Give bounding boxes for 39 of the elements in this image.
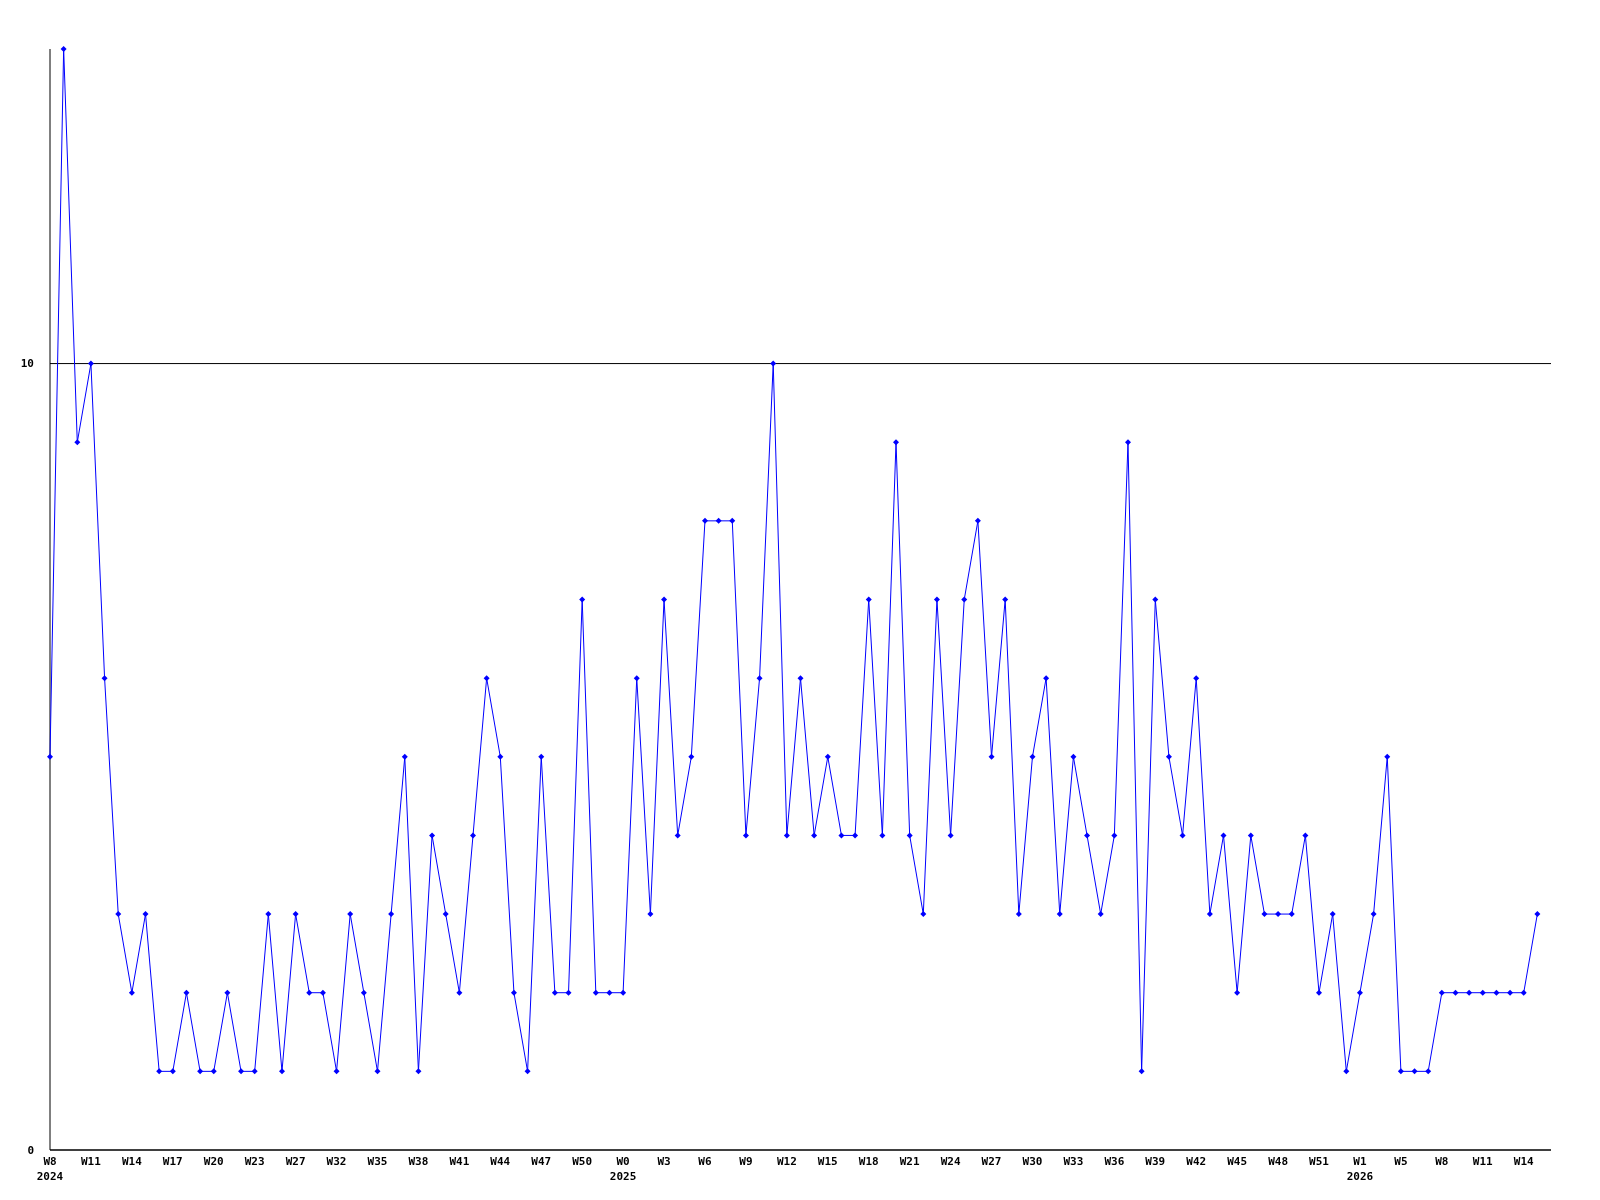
x-tick-label: W27 — [981, 1155, 1002, 1168]
x-tick-label: W32 — [326, 1155, 347, 1168]
x-tick-label: W8 2024 — [36, 1155, 64, 1183]
x-tick-label: W20 — [203, 1155, 224, 1168]
x-tick-label: W48 — [1268, 1155, 1289, 1168]
x-tick-label: W11 — [1472, 1155, 1494, 1168]
x-tick-label: W30 — [1022, 1155, 1043, 1168]
x-tick-label: W41 — [449, 1155, 470, 1168]
x-tick-label: W0 2025 — [609, 1155, 637, 1183]
x-tick-label: W38 — [408, 1155, 429, 1168]
x-tick-label: W36 — [1104, 1155, 1125, 1168]
x-tick-label: W44 — [490, 1155, 511, 1168]
x-tick-label: W33 — [1063, 1155, 1084, 1168]
x-tick-label: W14 — [1513, 1155, 1535, 1168]
x-tick-label: W11 — [81, 1155, 102, 1168]
x-tick-label: W50 — [572, 1155, 593, 1168]
x-tick-label: W3 — [657, 1155, 671, 1168]
x-tick-label: W27 — [285, 1155, 306, 1168]
x-tick-label: W24 — [940, 1155, 961, 1168]
x-tick-label: W12 — [776, 1155, 797, 1168]
x-tick-label: W23 — [244, 1155, 265, 1168]
x-tick-label: W8 — [1435, 1155, 1449, 1168]
y-tick-label: 0 — [27, 1143, 34, 1157]
x-tick-label: W45 — [1227, 1155, 1248, 1168]
x-tick-label: W1 2026 — [1346, 1155, 1374, 1183]
x-tick-label: W9 — [739, 1155, 753, 1168]
x-tick-label: W47 — [531, 1155, 552, 1168]
x-tick-label: W17 — [162, 1155, 183, 1168]
x-tick-label: W51 — [1309, 1155, 1330, 1168]
y-tick-label: 10 — [20, 357, 34, 371]
x-tick-label: W5 — [1394, 1155, 1408, 1168]
x-tick-label: W14 — [121, 1155, 143, 1168]
x-tick-label: W21 — [899, 1155, 920, 1168]
x-tick-label: W39 — [1145, 1155, 1166, 1168]
x-tick-label: W42 — [1186, 1155, 1207, 1168]
x-tick-label: W18 — [858, 1155, 879, 1168]
x-tick-label: W6 — [698, 1155, 712, 1168]
x-tick-label: W35 — [367, 1155, 388, 1168]
x-tick-label: W15 — [817, 1155, 838, 1168]
